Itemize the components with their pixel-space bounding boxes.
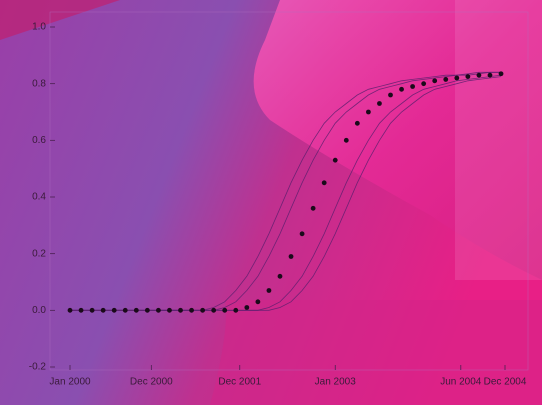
x-tick-label: Dec 2004 <box>484 377 527 388</box>
data-point <box>289 254 294 259</box>
data-point <box>222 308 227 313</box>
data-point <box>134 308 139 313</box>
data-point <box>68 308 73 313</box>
y-tick-label: 0.8 <box>32 78 46 89</box>
page: {"chart_data": {"type": "line", "x": [20… <box>0 0 542 405</box>
data-point <box>79 308 84 313</box>
script-paper <box>455 0 542 280</box>
data-point <box>178 308 183 313</box>
y-tick-label: 0.2 <box>32 248 46 259</box>
y-tick-label: -0.2 <box>29 362 47 373</box>
data-point <box>454 76 459 81</box>
data-point <box>90 308 95 313</box>
data-point <box>322 180 327 185</box>
data-point <box>156 308 161 313</box>
x-tick-label: Jan 2003 <box>315 377 357 388</box>
y-tick-label: 0.6 <box>32 135 46 146</box>
data-point <box>244 305 249 310</box>
data-point <box>278 274 283 279</box>
data-point <box>211 308 216 313</box>
data-point <box>300 231 305 236</box>
data-point <box>410 84 415 89</box>
data-point <box>145 308 150 313</box>
data-point <box>333 158 338 163</box>
data-point <box>488 73 493 78</box>
data-point <box>377 101 382 106</box>
data-point <box>123 308 128 313</box>
data-point <box>355 121 360 126</box>
lower-shape <box>210 300 542 405</box>
x-tick-label: Jun 2004 <box>440 377 482 388</box>
data-point <box>311 206 316 211</box>
data-point <box>421 81 426 86</box>
y-tick-label: 0.0 <box>32 305 46 316</box>
y-tick-label: 0.4 <box>32 192 46 203</box>
data-point <box>267 288 272 293</box>
data-point <box>443 77 448 82</box>
data-point <box>432 78 437 83</box>
data-point <box>388 93 393 98</box>
x-tick-label: Dec 2000 <box>130 377 173 388</box>
data-point <box>200 308 205 313</box>
data-point <box>255 299 260 304</box>
chart: -0.2 0.0 0.2 0.4 0.6 0.8 1.0 Jan 2000 Dec 2000 De… <box>0 0 542 405</box>
x-tick-label: Jan 2000 <box>49 377 91 388</box>
data-point <box>499 71 504 76</box>
data-point <box>399 87 404 92</box>
data-point <box>112 308 117 313</box>
data-point <box>101 308 106 313</box>
data-point <box>465 74 470 79</box>
data-point <box>233 308 238 313</box>
y-tick-label: 1.0 <box>32 22 46 33</box>
data-point <box>167 308 172 313</box>
data-point <box>189 308 194 313</box>
data-point <box>366 110 371 115</box>
data-point <box>344 138 349 143</box>
x-tick-label: Dec 2001 <box>218 377 261 388</box>
data-point <box>477 73 482 78</box>
